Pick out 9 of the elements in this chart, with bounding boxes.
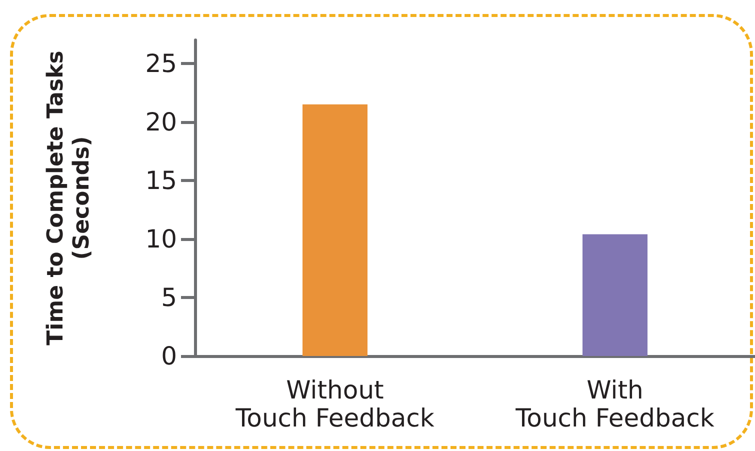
y-tick-label: 25 — [145, 48, 177, 78]
y-tick-label: 5 — [161, 282, 177, 312]
y-tick-label: 0 — [161, 342, 177, 370]
y-axis-title: Time to Complete Tasks (Seconds) — [44, 50, 94, 346]
x-tick-label: Without Touch Feedback — [234, 376, 435, 432]
y-tick-label: 20 — [145, 107, 177, 136]
y-tick-label: 10 — [145, 224, 177, 254]
x-tick-label: With Touch Feedback — [514, 376, 715, 432]
y-tick-label: 15 — [145, 166, 177, 195]
